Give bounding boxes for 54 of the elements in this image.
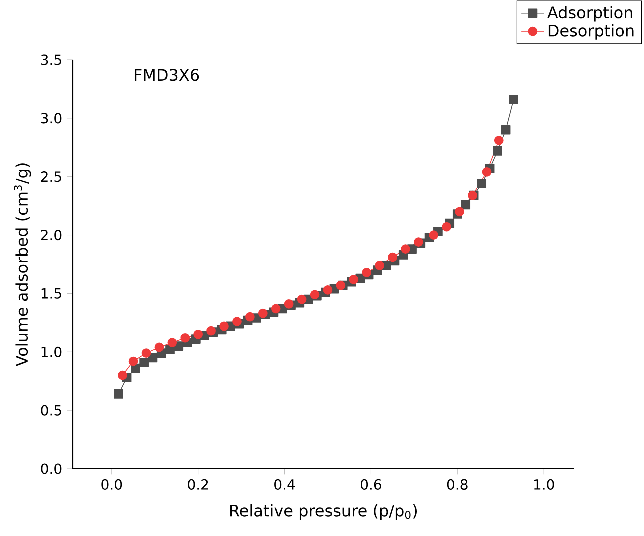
point <box>401 244 410 254</box>
y-tick-label: 3.0 <box>41 113 62 124</box>
point <box>194 330 203 340</box>
x-tick-label: 0.4 <box>274 479 296 490</box>
point <box>414 238 424 247</box>
point <box>349 275 359 284</box>
point <box>206 326 216 336</box>
point <box>323 286 333 295</box>
point <box>494 136 504 146</box>
legend-label: Desorption <box>548 24 634 40</box>
point <box>284 300 294 309</box>
point <box>509 95 518 104</box>
point <box>461 200 471 210</box>
point <box>140 358 149 368</box>
point <box>114 390 124 399</box>
y-tick-label: 1.0 <box>42 346 62 358</box>
point <box>429 230 439 240</box>
point <box>310 290 320 300</box>
point <box>375 260 385 270</box>
point <box>493 146 502 156</box>
point <box>258 308 268 318</box>
point <box>246 312 255 322</box>
annotation: FMD3X6 <box>134 69 200 82</box>
point <box>297 294 307 304</box>
y-tick-label: 2.0 <box>41 230 62 241</box>
point <box>271 304 281 314</box>
point <box>142 348 152 358</box>
y-tick-label: 0.0 <box>41 464 62 474</box>
x-tick-label: 1.0 <box>534 479 554 490</box>
x-tick-label: 0.0 <box>102 479 122 490</box>
point <box>232 317 242 326</box>
point <box>388 252 398 262</box>
legend-label: Adsorption <box>548 6 632 22</box>
point <box>220 322 229 332</box>
y-tick-label: 0.5 <box>41 405 62 416</box>
point <box>442 222 452 232</box>
y-axis-title: Volume adsorbed (cm$^{3}$/g) <box>14 164 32 367</box>
point <box>482 168 492 177</box>
x-tick-label: 0.6 <box>360 479 382 490</box>
point <box>154 342 164 352</box>
y-tick-label: 2.5 <box>41 172 62 182</box>
point <box>477 179 487 189</box>
point <box>180 333 190 343</box>
point <box>128 356 138 366</box>
point <box>455 207 464 217</box>
point <box>362 268 372 278</box>
point <box>118 370 128 380</box>
x-tick-label: 0.2 <box>188 479 208 490</box>
y-tick-label: 1.5 <box>42 288 62 299</box>
x-tick-label: 0.8 <box>447 479 468 490</box>
x-axis-title: Relative pressure (p/p$_{0}$) <box>230 504 418 520</box>
point <box>501 125 511 135</box>
point <box>168 338 178 348</box>
y-tick-label: 3.5 <box>41 54 62 66</box>
